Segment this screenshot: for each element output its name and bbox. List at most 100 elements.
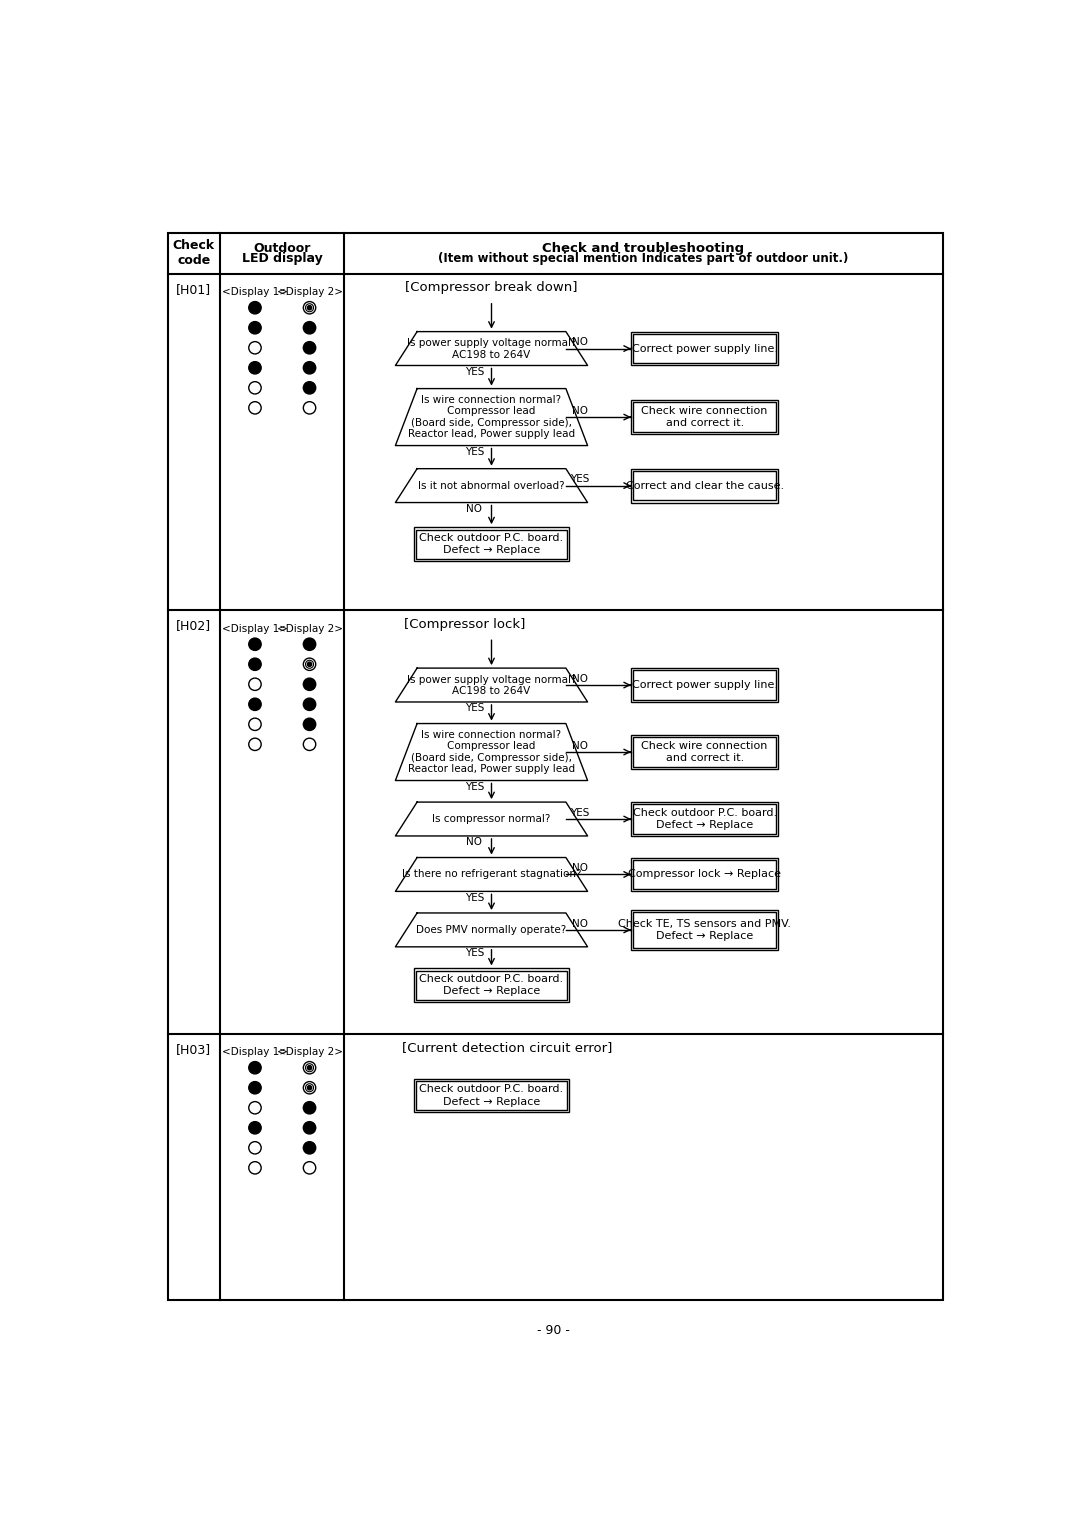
- Text: Defect → Replace: Defect → Replace: [656, 932, 753, 941]
- Text: Check and troubleshooting: Check and troubleshooting: [542, 242, 744, 255]
- Text: [H01]: [H01]: [176, 282, 212, 296]
- Text: Check wire connection: Check wire connection: [642, 741, 768, 750]
- Circle shape: [248, 302, 261, 314]
- Text: Is there no refrigerant stagnation?: Is there no refrigerant stagnation?: [402, 869, 581, 880]
- Text: AC198 to 264V: AC198 to 264V: [453, 349, 530, 360]
- Bar: [633, 912, 775, 947]
- Text: Check outdoor P.C. board.: Check outdoor P.C. board.: [419, 974, 564, 984]
- Text: Correct power supply line.: Correct power supply line.: [632, 343, 778, 354]
- Text: Does PMV normally operate?: Does PMV normally operate?: [417, 924, 567, 935]
- Bar: [633, 671, 775, 700]
- Bar: [631, 857, 779, 892]
- Text: Defect → Replace: Defect → Replace: [656, 820, 753, 830]
- Text: Check TE, TS sensors and PMV.: Check TE, TS sensors and PMV.: [618, 918, 792, 929]
- Text: Is wire connection normal?: Is wire connection normal?: [421, 730, 562, 740]
- Text: [Current detection circuit error]: [Current detection circuit error]: [402, 1042, 612, 1054]
- Circle shape: [308, 1066, 312, 1071]
- Bar: [633, 471, 775, 500]
- Circle shape: [248, 659, 261, 671]
- Circle shape: [303, 1061, 315, 1074]
- Text: Compressor lead: Compressor lead: [447, 406, 536, 416]
- Text: NO: NO: [467, 503, 483, 514]
- Circle shape: [306, 1084, 313, 1092]
- Circle shape: [248, 381, 261, 393]
- Text: (Board side, Compressor side),: (Board side, Compressor side),: [411, 753, 572, 762]
- Text: NO: NO: [467, 837, 483, 846]
- Circle shape: [248, 718, 261, 730]
- Circle shape: [303, 361, 315, 374]
- Circle shape: [248, 738, 261, 750]
- Circle shape: [248, 1081, 261, 1093]
- Text: YES: YES: [464, 949, 484, 958]
- Text: NO: NO: [571, 674, 588, 683]
- Text: Reactor lead, Power supply lead: Reactor lead, Power supply lead: [408, 429, 575, 439]
- Text: Defect → Replace: Defect → Replace: [443, 1096, 540, 1107]
- Circle shape: [303, 322, 315, 334]
- Bar: [416, 971, 567, 1000]
- Text: (Item without special mention Indicates part of outdoor unit.): (Item without special mention Indicates …: [438, 252, 849, 265]
- Circle shape: [306, 303, 313, 311]
- Text: Is wire connection normal?: Is wire connection normal?: [421, 395, 562, 406]
- Text: YES: YES: [464, 892, 484, 903]
- Text: Correct power supply line.: Correct power supply line.: [632, 680, 778, 689]
- Text: NO: NO: [571, 918, 588, 929]
- Text: Compressor lock → Replace: Compressor lock → Replace: [629, 869, 781, 880]
- Text: <Display 1>: <Display 1>: [222, 1048, 288, 1057]
- Text: NO: NO: [571, 741, 588, 750]
- Circle shape: [303, 401, 315, 413]
- Text: [H02]: [H02]: [176, 619, 212, 633]
- Circle shape: [306, 660, 313, 668]
- Text: Check
code: Check code: [173, 239, 215, 267]
- Circle shape: [248, 322, 261, 334]
- Text: NO: NO: [571, 406, 588, 416]
- Text: Correct and clear the cause.: Correct and clear the cause.: [625, 480, 784, 491]
- Circle shape: [306, 1064, 313, 1072]
- Polygon shape: [395, 468, 588, 503]
- Bar: [414, 528, 569, 561]
- Circle shape: [248, 698, 261, 711]
- Text: Outdoor: Outdoor: [254, 242, 311, 255]
- Circle shape: [248, 401, 261, 413]
- Bar: [633, 334, 775, 363]
- Bar: [414, 1078, 569, 1112]
- Text: <Display 2>: <Display 2>: [276, 1048, 342, 1057]
- Text: Check outdoor P.C. board.: Check outdoor P.C. board.: [419, 532, 564, 543]
- Circle shape: [303, 1121, 315, 1135]
- Text: and correct it.: and correct it.: [665, 753, 744, 762]
- Circle shape: [303, 679, 315, 691]
- Text: [Compressor lock]: [Compressor lock]: [404, 618, 525, 631]
- Text: and correct it.: and correct it.: [665, 418, 744, 429]
- Text: Reactor lead, Power supply lead: Reactor lead, Power supply lead: [408, 764, 575, 775]
- Circle shape: [303, 738, 315, 750]
- Circle shape: [308, 662, 312, 666]
- Bar: [416, 1081, 567, 1110]
- Text: <Display 2>: <Display 2>: [276, 287, 342, 297]
- Text: YES: YES: [464, 782, 484, 791]
- Bar: [631, 802, 779, 836]
- Text: <Display 1>: <Display 1>: [222, 287, 288, 297]
- Text: Compressor lead: Compressor lead: [447, 741, 536, 750]
- Text: Is it not abnormal overload?: Is it not abnormal overload?: [418, 480, 565, 491]
- Text: (Board side, Compressor side),: (Board side, Compressor side),: [411, 418, 572, 429]
- Text: <Display 2>: <Display 2>: [276, 624, 342, 634]
- Polygon shape: [395, 331, 588, 366]
- Text: AC198 to 264V: AC198 to 264V: [453, 686, 530, 697]
- Text: - 90 -: - 90 -: [537, 1324, 570, 1337]
- Circle shape: [303, 381, 315, 393]
- Circle shape: [303, 659, 315, 671]
- Circle shape: [248, 361, 261, 374]
- Circle shape: [248, 342, 261, 354]
- Bar: [633, 738, 775, 767]
- Circle shape: [303, 637, 315, 650]
- Bar: [631, 468, 779, 503]
- Polygon shape: [395, 389, 588, 445]
- Bar: [416, 529, 567, 558]
- Bar: [631, 910, 779, 950]
- Circle shape: [248, 637, 261, 650]
- Text: [H03]: [H03]: [176, 1043, 212, 1055]
- Circle shape: [308, 1086, 312, 1090]
- Text: Is power supply voltage normal?: Is power supply voltage normal?: [407, 339, 577, 348]
- Circle shape: [308, 305, 312, 310]
- Bar: [414, 968, 569, 1002]
- Circle shape: [303, 302, 315, 314]
